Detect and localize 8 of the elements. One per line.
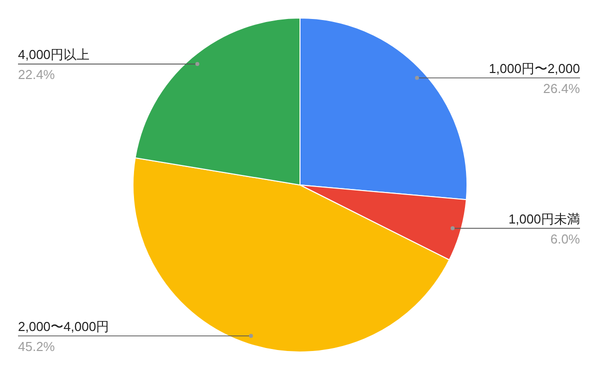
data-label: 6.0% (550, 231, 580, 246)
slice-label: 1,000円未満 (508, 211, 580, 226)
slice-label: 4,000円以上 (18, 47, 90, 62)
data-label: 22.4% (18, 67, 56, 82)
data-label: 45.2% (18, 338, 56, 354)
slice-label: 1,000円〜2,000 (488, 60, 580, 76)
slice-label: 2,000〜4,000円 (18, 318, 110, 334)
data-label: 26.4% (543, 80, 580, 96)
